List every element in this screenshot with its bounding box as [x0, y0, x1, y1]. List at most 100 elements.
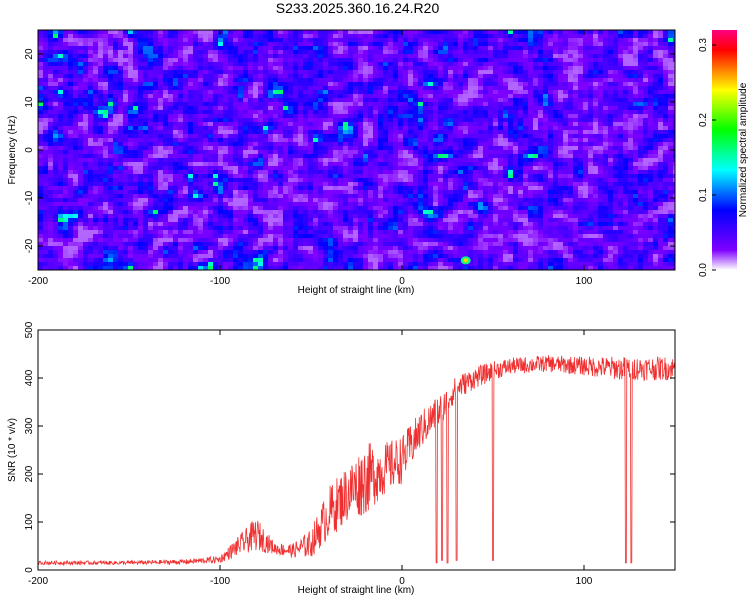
- heatmap-cell: [533, 86, 539, 91]
- heatmap-cell: [343, 142, 349, 147]
- heatmap-cell: [493, 74, 499, 79]
- heatmap-cell: [658, 142, 664, 147]
- heatmap-cell: [143, 50, 149, 55]
- heatmap-cell: [203, 110, 209, 115]
- heatmap-cell: [83, 94, 89, 99]
- heatmap-cell: [278, 134, 284, 139]
- heatmap-cell: [628, 66, 634, 71]
- heatmap-cell: [58, 170, 64, 175]
- heatmap-cell: [648, 174, 654, 179]
- heatmap-cell: [43, 54, 49, 59]
- heatmap-cell: [658, 130, 664, 135]
- heatmap-cell: [438, 98, 444, 103]
- heatmap-cell: [508, 94, 514, 99]
- heatmap-cell: [668, 98, 674, 103]
- heatmap-cell: [498, 130, 504, 135]
- heatmap-cell: [663, 106, 669, 111]
- heatmap-cell: [533, 102, 539, 107]
- heatmap-cell: [438, 138, 444, 143]
- heatmap-cell: [303, 34, 309, 39]
- heatmap-cell: [418, 122, 424, 127]
- heatmap-cell: [533, 154, 539, 159]
- heatmap-cell: [533, 142, 539, 147]
- heatmap-cell: [393, 138, 399, 143]
- heatmap-cell: [183, 54, 189, 59]
- heatmap-cell: [318, 90, 324, 95]
- heatmap-cell: [503, 34, 509, 39]
- heatmap-cell: [183, 58, 189, 63]
- heatmap-cell: [558, 42, 564, 47]
- heatmap-cell: [238, 42, 244, 47]
- heatmap-cell: [363, 118, 369, 123]
- heatmap-cell: [613, 78, 619, 83]
- heatmap-cell: [368, 118, 374, 123]
- heatmap-cell: [453, 174, 459, 179]
- heatmap-cell: [113, 90, 119, 95]
- heatmap-cell: [453, 38, 459, 43]
- heatmap-cell: [378, 62, 384, 67]
- heatmap-cell: [463, 114, 469, 119]
- heatmap-cell: [628, 146, 634, 151]
- heatmap-cell: [103, 110, 109, 115]
- heatmap-cell: [493, 54, 499, 59]
- heatmap-cell: [273, 98, 279, 103]
- heatmap-cell: [178, 106, 184, 111]
- heatmap-cell: [453, 182, 459, 187]
- heatmap-cell: [628, 82, 634, 87]
- heatmap-cell: [148, 126, 154, 131]
- heatmap-cell: [68, 74, 74, 79]
- heatmap-cell: [83, 102, 89, 107]
- heatmap-cell: [658, 66, 664, 71]
- heatmap-cell: [218, 58, 224, 63]
- heatmap-cell: [443, 134, 449, 139]
- heatmap-cell: [278, 142, 284, 147]
- heatmap-cell: [348, 118, 354, 123]
- heatmap-cell: [88, 114, 94, 119]
- heatmap-cell: [268, 170, 274, 175]
- heatmap-cell: [443, 138, 449, 143]
- heatmap-cell: [523, 146, 529, 151]
- heatmap-cell: [348, 166, 354, 171]
- heatmap-cell: [358, 114, 364, 119]
- heatmap-cell: [483, 42, 489, 47]
- heatmap-cell: [443, 158, 449, 163]
- heatmap-cell: [653, 166, 659, 171]
- heatmap-cell: [263, 170, 269, 175]
- heatmap-cell: [603, 78, 609, 83]
- heatmap-cell: [43, 146, 49, 151]
- heatmap-cell: [543, 158, 549, 163]
- heatmap-cell: [363, 82, 369, 87]
- heatmap-cell: [318, 166, 324, 171]
- heatmap-cell: [553, 122, 559, 127]
- heatmap-cell: [558, 126, 564, 131]
- heatmap-cell: [248, 134, 254, 139]
- heatmap-cell: [638, 50, 644, 55]
- heatmap-cell: [83, 54, 89, 59]
- heatmap-cell: [658, 118, 664, 123]
- heatmap-cell: [338, 158, 344, 163]
- heatmap-cell: [413, 90, 419, 95]
- heatmap-cell: [183, 110, 189, 115]
- heatmap-cell: [283, 170, 289, 175]
- heatmap-cell: [368, 114, 374, 119]
- heatmap-cell: [88, 54, 94, 59]
- heatmap-cell: [598, 134, 604, 139]
- heatmap-cell: [228, 146, 234, 151]
- heatmap-cell: [438, 114, 444, 119]
- heatmap-cell: [308, 42, 314, 47]
- heatmap-cell: [608, 54, 614, 59]
- heatmap-cell: [223, 142, 229, 147]
- heatmap-cell: [98, 94, 104, 99]
- heatmap-cell: [583, 46, 589, 51]
- heatmap-cell: [548, 178, 554, 183]
- heatmap-cell: [113, 102, 119, 107]
- heatmap-cell: [53, 74, 59, 79]
- heatmap-cell: [468, 30, 474, 35]
- heatmap-cell: [488, 74, 494, 79]
- heatmap-cell: [583, 58, 589, 63]
- heatmap-cell: [353, 154, 359, 159]
- heatmap-cell: [328, 66, 334, 71]
- heatmap-cell: [298, 50, 304, 55]
- heatmap-cell: [228, 138, 234, 143]
- heatmap-cell: [538, 62, 544, 67]
